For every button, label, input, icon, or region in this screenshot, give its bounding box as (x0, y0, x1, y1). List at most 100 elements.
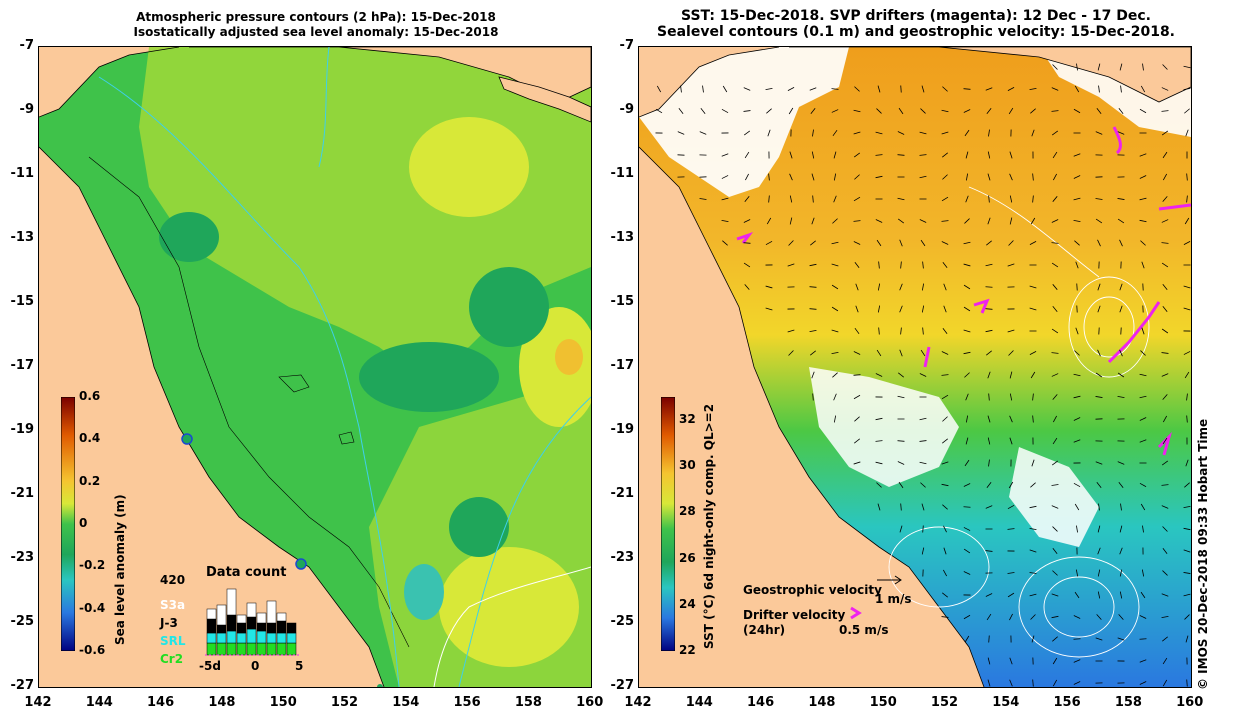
geostrophic-arrow (988, 459, 990, 467)
geostrophic-arrow (1139, 395, 1147, 399)
geostrophic-arrow (1009, 151, 1013, 159)
sst-map: 32 30 28 26 24 22 SST (°C) 6d night-only comp… (638, 46, 1192, 688)
geostrophic-arrow (1119, 305, 1123, 313)
geostrophic-arrow (1009, 657, 1013, 665)
geostrophic-arrow (853, 220, 861, 222)
geostrophic-arrow (655, 108, 663, 114)
geostrophic-arrow (832, 129, 838, 137)
left-lon-tick: 158 (514, 695, 542, 710)
geostrophic-arrow (988, 129, 990, 137)
geostrophic-arrow (876, 108, 882, 114)
geostrophic-arrow (1052, 526, 1058, 532)
geostrophic-arrow (963, 284, 971, 290)
geostrophic-arrow (1007, 528, 1015, 530)
geostrophic-arrow (920, 108, 926, 114)
right-lon-tick: 144 (685, 695, 713, 710)
geostrophic-arrow (987, 173, 991, 181)
geostrophic-arrow (1029, 285, 1037, 289)
data-count-bar (276, 632, 287, 644)
geostrophic-arrow (919, 154, 927, 156)
colorbar-tick: -0.2 (79, 558, 106, 573)
geostrophic-arrow (853, 394, 861, 400)
geostrophic-arrow (811, 173, 815, 181)
geostrophic-arrow (1120, 503, 1122, 511)
sst-map-svg (639, 47, 1191, 687)
geostrophic-arrow (965, 151, 969, 159)
geostrophic-arrow (789, 217, 793, 225)
geostrophic-arrow (854, 416, 860, 422)
geostrophic-arrow (1161, 484, 1169, 486)
geostrophic-arrow (1162, 394, 1168, 400)
geostrophic-arrow (854, 261, 860, 269)
geostrophic-arrow (812, 195, 814, 203)
data-count-bar (286, 632, 297, 644)
sst-colorbar (661, 397, 675, 651)
geostrophic-arrow (1095, 396, 1103, 398)
geostrophic-arrow (1186, 393, 1188, 401)
geostrophic-arrow (875, 154, 883, 156)
colorbar-tick: 30 (679, 458, 696, 473)
geostrophic-arrow (1051, 373, 1059, 377)
geostrophic-arrow (1161, 242, 1169, 244)
geostrophic-arrow (985, 329, 993, 333)
geostrophic-arrow (811, 371, 815, 379)
geostrophic-arrow (853, 351, 861, 355)
geostrophic-arrow (965, 195, 969, 203)
geostrophic-arrow (899, 239, 903, 247)
geostrophic-arrow (963, 614, 971, 620)
geostrophic-arrow (1183, 527, 1191, 531)
sea-level-map-svg (39, 47, 591, 687)
geostrophic-arrow (1051, 219, 1059, 223)
geostrophic-arrow (1161, 130, 1169, 136)
geostrophic-arrow (964, 459, 970, 467)
geostrophic-arrow (1140, 350, 1146, 356)
geostrophic-arrow (809, 286, 817, 288)
geostrophic-arrow (987, 415, 991, 423)
geostrophic-arrow (699, 131, 707, 135)
right-lat-tick: -19 (610, 422, 635, 437)
geostrophic-arrow (875, 461, 883, 465)
geostrophic-arrow (1073, 108, 1081, 114)
geostrophic-arrow (897, 372, 905, 378)
geostrophic-arrow (853, 109, 861, 113)
geostrophic-arrow (831, 88, 839, 90)
geostrophic-arrow (1051, 328, 1059, 334)
geostrophic-arrow (721, 108, 729, 114)
data-count-bar (276, 620, 287, 634)
geostrophic-arrow (1008, 350, 1014, 356)
data-count-bar (236, 642, 247, 656)
new-britain-island (498, 76, 591, 123)
geostrophic-arrow (897, 131, 905, 135)
geostrophic-arrow (831, 284, 839, 290)
colorbar-tick: 0.4 (79, 431, 101, 446)
geostrophic-arrow (744, 196, 750, 202)
geostrophic-arrow (941, 394, 949, 400)
geostrophic-arrow (1118, 107, 1124, 115)
geostrophic-arrow (942, 86, 948, 92)
geostrophic-arrow (1141, 327, 1145, 335)
geostrophic-arrow (1183, 241, 1191, 245)
geostrophic-arrow (1139, 417, 1147, 421)
geostrophic-arrow (922, 525, 924, 533)
geostrophic-arrow (767, 129, 771, 137)
geostrophic-arrow (877, 305, 881, 313)
geostrophic-arrow (875, 131, 883, 135)
left-lat-tick: -15 (10, 294, 35, 309)
geostrophic-arrow (765, 307, 773, 311)
geostrophic-arrow (721, 153, 729, 157)
geostrophic-arrow (1117, 198, 1125, 200)
geostrophic-arrow (743, 130, 751, 136)
geostrophic-arrow (721, 175, 729, 179)
geostrophic-arrow (811, 217, 815, 225)
colorbar-tick: 0.2 (79, 473, 101, 488)
right-lon-tick: 156 (1053, 695, 1081, 710)
geostrophic-arrow (1185, 129, 1189, 137)
geostrophic-arrow (1074, 503, 1080, 511)
data-count-bar (216, 632, 227, 644)
geostrophic-arrow (1029, 505, 1037, 509)
geostrophic-arrow (809, 308, 817, 310)
geostrophic-arrow (1073, 439, 1081, 443)
geostrophic-arrow (678, 107, 684, 115)
geostrophic-arrow (1008, 107, 1014, 115)
geostrophic-arrow (853, 196, 861, 202)
